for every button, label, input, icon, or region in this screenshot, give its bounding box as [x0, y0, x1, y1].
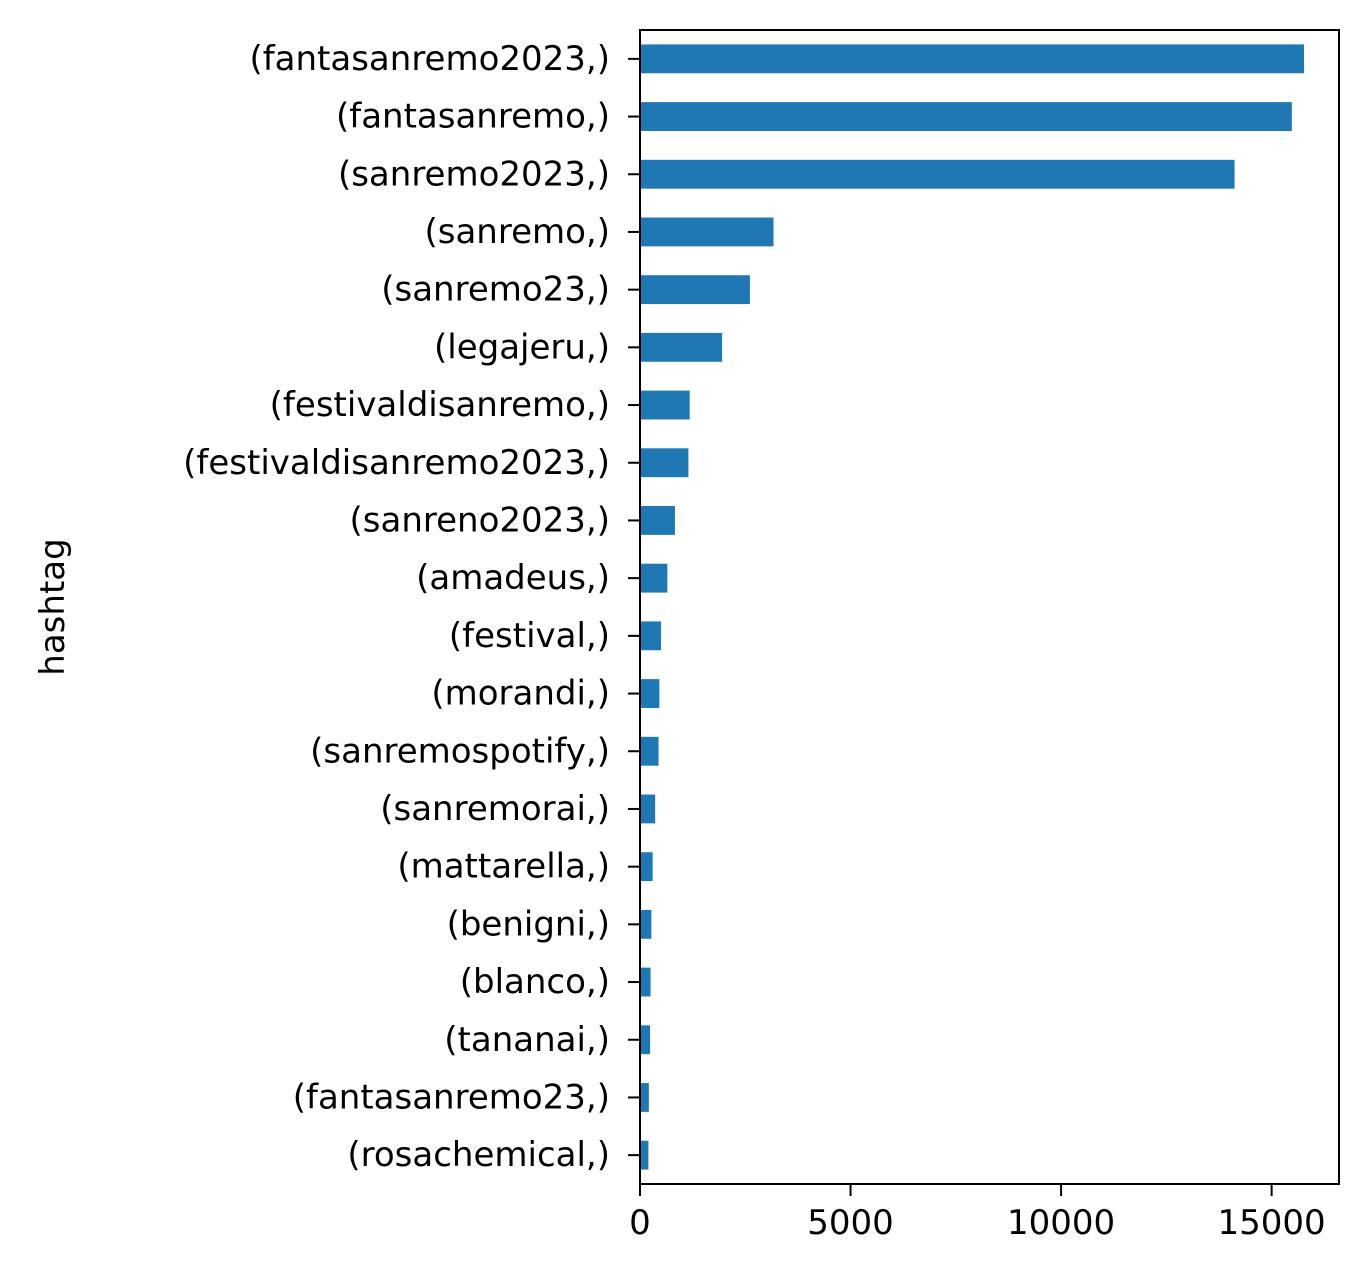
y-tick-label: (festival,): [449, 616, 610, 656]
y-tick-label: (rosachemical,): [347, 1135, 610, 1175]
y-axis-label: hashtag: [33, 538, 73, 675]
plot-frame: [639, 29, 1340, 1185]
y-tick-label: (fantasanremo23,): [293, 1077, 610, 1117]
y-tick-label: (benigni,): [447, 904, 610, 944]
bar: [640, 736, 659, 766]
x-tick-label: 15000: [1218, 1203, 1326, 1243]
y-tick-label: (sanremo23,): [381, 270, 610, 310]
bar: [640, 563, 668, 593]
y-tick-label: (fantasanremo2023,): [249, 39, 610, 79]
y-tick-label: (mattarella,): [397, 847, 610, 887]
y-tick-label: (festivaldisanremo,): [270, 385, 610, 425]
y-tick-label: (sanremorai,): [380, 789, 610, 829]
bar: [640, 390, 690, 420]
y-tick-label: (fantasanremo,): [336, 97, 610, 137]
x-tick-label: 10000: [1007, 1203, 1115, 1243]
y-tick-label: (sanremo2023,): [338, 154, 610, 194]
y-tick-label: (sanreno2023,): [350, 500, 610, 540]
y-tick-label: (legajeru,): [434, 327, 610, 367]
bar: [640, 852, 653, 882]
bar: [640, 621, 662, 651]
bar: [640, 679, 660, 708]
bar: [640, 1083, 649, 1112]
y-tick-label: (sanremospotify,): [310, 731, 610, 771]
x-axis-ticks: 0 5000 10000 15000: [629, 1184, 1326, 1243]
y-tick-label: (amadeus,): [416, 558, 610, 598]
x-tick-label: 5000: [807, 1203, 894, 1243]
x-tick-label: 0: [629, 1203, 651, 1243]
bar: [640, 159, 1235, 189]
bar: [640, 448, 689, 478]
bar: [640, 332, 723, 362]
y-tick-label: (sanremo,): [424, 212, 610, 252]
bar: [640, 44, 1305, 74]
bar: [640, 909, 652, 939]
bar: [640, 1025, 651, 1055]
y-tick-label: (blanco,): [460, 962, 610, 1002]
bar: [640, 967, 651, 997]
y-tick-label: (morandi,): [431, 674, 610, 714]
bar: [640, 506, 675, 535]
bar: [640, 275, 750, 305]
bar: [640, 217, 774, 247]
y-tick-label: (tananai,): [444, 1020, 610, 1060]
bar: [640, 794, 656, 824]
bar: [640, 102, 1292, 131]
y-tick-label: (festivaldisanremo2023,): [183, 443, 610, 483]
y-axis-ticks: (fantasanremo2023,) (fantasanremo,) (sanre…: [183, 39, 640, 1175]
bars-group: [640, 44, 1305, 1170]
bar: [640, 1140, 649, 1170]
